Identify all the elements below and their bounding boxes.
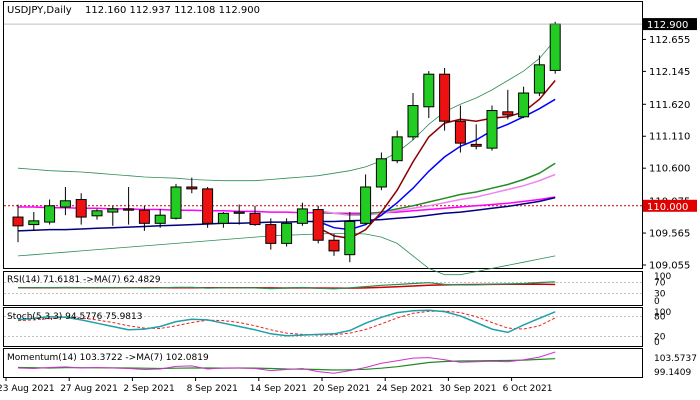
x-tick-label: 30 Sep 2021 <box>439 384 496 394</box>
ohlc-values: 112.160 112.937 112.108 112.900 <box>85 5 260 16</box>
x-tick-label: 14 Sep 2021 <box>250 384 307 394</box>
candle-body <box>265 224 277 244</box>
rsi-tick-label: 30 <box>654 290 666 300</box>
candle-body <box>44 205 56 223</box>
y-tick-label: 111.620 <box>649 100 690 111</box>
momentum-tick-label: 103.5737 <box>654 354 697 364</box>
candle-body <box>502 111 514 116</box>
y-tick-label: 109.055 <box>649 261 690 272</box>
x-tick-label: 23 Aug 2021 <box>0 384 55 394</box>
candle-body <box>91 210 103 217</box>
stoch-line <box>17 309 556 337</box>
candle-body <box>344 220 356 256</box>
candle-body <box>375 158 387 188</box>
x-tick-label: 8 Sep 2021 <box>187 384 238 394</box>
candle-body <box>28 220 40 226</box>
y-tick-label: 112.655 <box>649 35 690 46</box>
stoch-tick-label: 100 <box>654 308 671 318</box>
stoch-line <box>17 310 556 336</box>
indicator-line-0 <box>17 39 556 182</box>
candle-body <box>454 120 466 144</box>
current-price-box <box>643 18 697 31</box>
candle-body <box>186 186 198 190</box>
y-tick-label: 110.600 <box>649 164 690 175</box>
candle-body <box>12 216 24 227</box>
candle-body <box>249 212 261 226</box>
stoch-tick-label: 20 <box>654 332 666 342</box>
y-tick-label: 112.145 <box>649 67 690 78</box>
rsi-line <box>17 281 556 290</box>
x-tick-label: 27 Aug 2021 <box>60 384 118 394</box>
y-tick-label: 109.565 <box>649 229 690 240</box>
stoch-tick-label: 0 <box>654 338 660 348</box>
rsi-tick-label: 70 <box>654 278 666 288</box>
candle-body <box>107 208 119 213</box>
candle-body <box>328 239 340 252</box>
chart-title: USDJPY,Daily <box>7 5 72 16</box>
indicator-line-6 <box>317 98 556 231</box>
rsi-label: RSI(14) 71.6181 ->MA(7) 62.4829 <box>7 275 161 285</box>
indicator-line-5 <box>318 173 556 216</box>
indicator-line-4 <box>318 162 556 216</box>
candle-body <box>549 23 561 71</box>
momentum-line <box>17 351 556 374</box>
candle-body <box>138 209 150 224</box>
candle-body <box>486 110 498 149</box>
candle-body <box>75 199 87 218</box>
candle-body <box>533 64 545 94</box>
candle-body <box>360 186 372 224</box>
x-tick-label: 20 Sep 2021 <box>313 384 370 394</box>
momentum-label: Momentum(14) 103.3722 ->MA(7) 102.0819 <box>7 353 209 363</box>
candle-body <box>296 208 308 224</box>
current-price-label: 112.900 <box>647 20 688 31</box>
x-tick-label: 24 Sep 2021 <box>376 384 433 394</box>
candle-body <box>407 105 419 138</box>
y-tick-label: 111.110 <box>649 132 690 143</box>
candle-body <box>170 186 182 219</box>
stoch-pane-frame <box>3 307 643 347</box>
stoch-label: Stoch(5,3,3) 94.5776 75.9813 <box>7 312 142 322</box>
momentum-tick-label: 99.1409 <box>654 368 691 378</box>
rsi-tick-label: 0 <box>654 297 660 307</box>
candle-body <box>518 92 530 118</box>
candle-body <box>202 188 214 224</box>
candle-body <box>217 212 229 224</box>
candle-body <box>312 209 324 241</box>
candle-body <box>423 73 435 108</box>
candle-body <box>233 211 245 214</box>
candle-body <box>391 136 403 162</box>
level-box <box>643 199 697 212</box>
candle-body <box>59 200 71 208</box>
candle-body <box>123 208 135 211</box>
level-label: 110.000 <box>647 202 688 213</box>
candle-body <box>154 214 166 224</box>
candle-body <box>470 143 482 147</box>
candle-body <box>439 73 451 122</box>
candle-body <box>281 222 293 244</box>
rsi-pane-frame <box>3 271 643 306</box>
x-tick-label: 6 Oct 2021 <box>503 384 553 394</box>
rsi-tick-label: 100 <box>654 272 671 282</box>
x-tick-label: 2 Sep 2021 <box>123 384 174 394</box>
momentum-pane-frame <box>3 348 643 378</box>
main-pane-frame <box>3 1 643 269</box>
stoch-tick-label: 80 <box>654 313 666 323</box>
indicator-line-7 <box>317 80 556 240</box>
